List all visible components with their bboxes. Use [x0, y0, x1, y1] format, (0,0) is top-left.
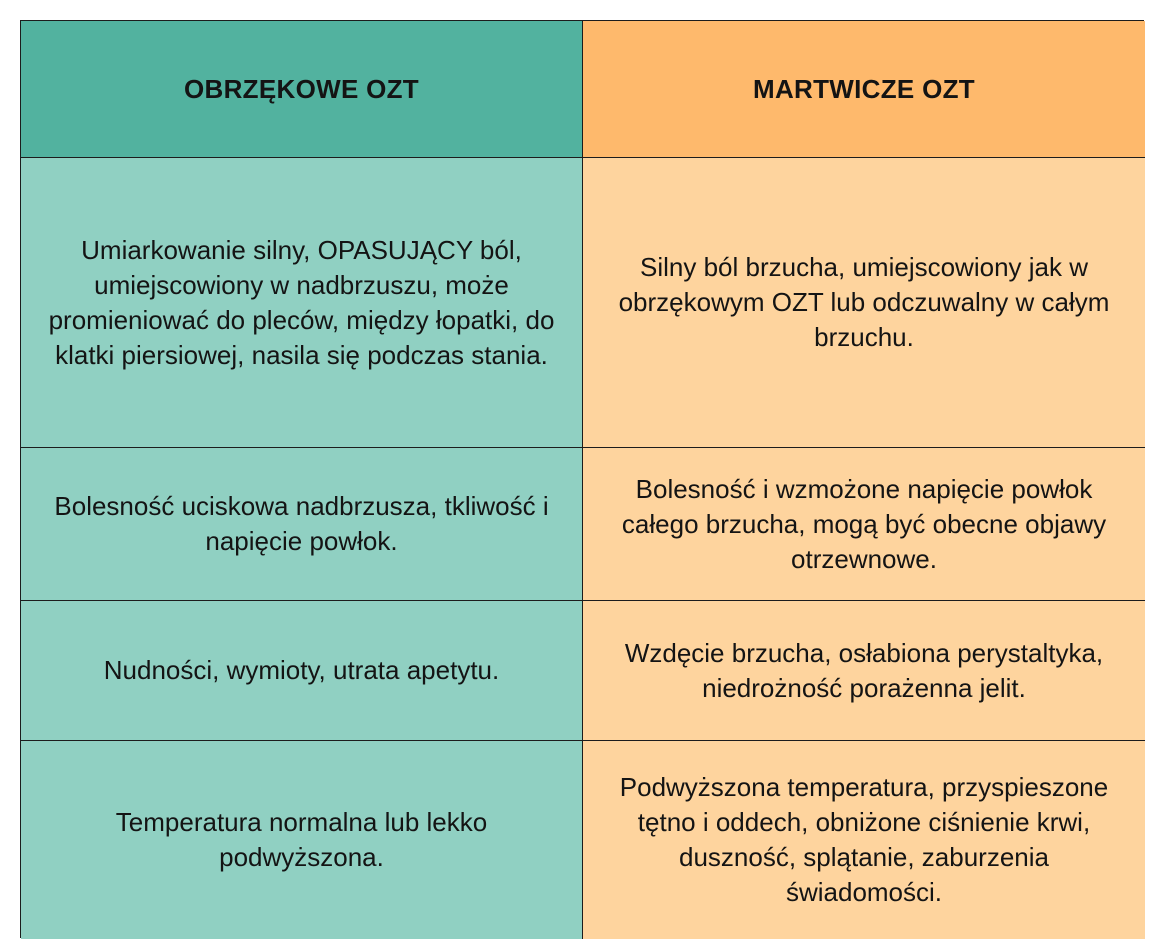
table-cell-temperature-martwicze: Podwyższona temperatura, przyspieszone t…	[583, 741, 1145, 939]
cell-text: Podwyższona temperatura, przyspieszone t…	[619, 772, 1109, 907]
table-cell-temperature-obrzekowe: Temperatura normalna lub lekko podwyższo…	[21, 741, 583, 939]
cell-text: Silny ból brzucha, umiejscowiony jak w o…	[618, 252, 1110, 352]
table-cell-pain-martwicze: Silny ból brzucha, umiejscowiony jak w o…	[583, 158, 1145, 448]
comparison-table: OBRZĘKOWE OZT MARTWICZE OZT Umiarkowanie…	[20, 20, 1145, 939]
table-cell-tenderness-martwicze: Bolesność i wzmożone napięcie powłok cał…	[583, 448, 1145, 601]
header-cell-obrzekowe: OBRZĘKOWE OZT	[21, 21, 583, 158]
table-cell-pain-obrzekowe: Umiarkowanie silny, OPASUJĄCY ból, umiej…	[21, 158, 583, 448]
cell-text: Bolesność uciskowa nadbrzusza, tkliwość …	[54, 491, 549, 556]
cell-text: Umiarkowanie silny, OPASUJĄCY ból, umiej…	[48, 234, 555, 370]
cell-text: Bolesność i wzmożone napięcie powłok cał…	[621, 473, 1107, 574]
table-cell-nausea-obrzekowe: Nudności, wymioty, utrata apetytu.	[21, 601, 583, 741]
cell-text: Wzdęcie brzucha, osłabiona perystaltyka,…	[624, 637, 1104, 703]
cell-text: Temperatura normalna lub lekko podwyższo…	[115, 807, 488, 872]
cell-text: Nudności, wymioty, utrata apetytu.	[103, 655, 500, 685]
header-label: OBRZĘKOWE OZT	[184, 73, 419, 104]
table-cell-tenderness-obrzekowe: Bolesność uciskowa nadbrzusza, tkliwość …	[21, 448, 583, 601]
table-cell-bloating-martwicze: Wzdęcie brzucha, osłabiona perystaltyka,…	[583, 601, 1145, 741]
header-cell-martwicze: MARTWICZE OZT	[583, 21, 1145, 158]
header-label: MARTWICZE OZT	[753, 73, 975, 104]
